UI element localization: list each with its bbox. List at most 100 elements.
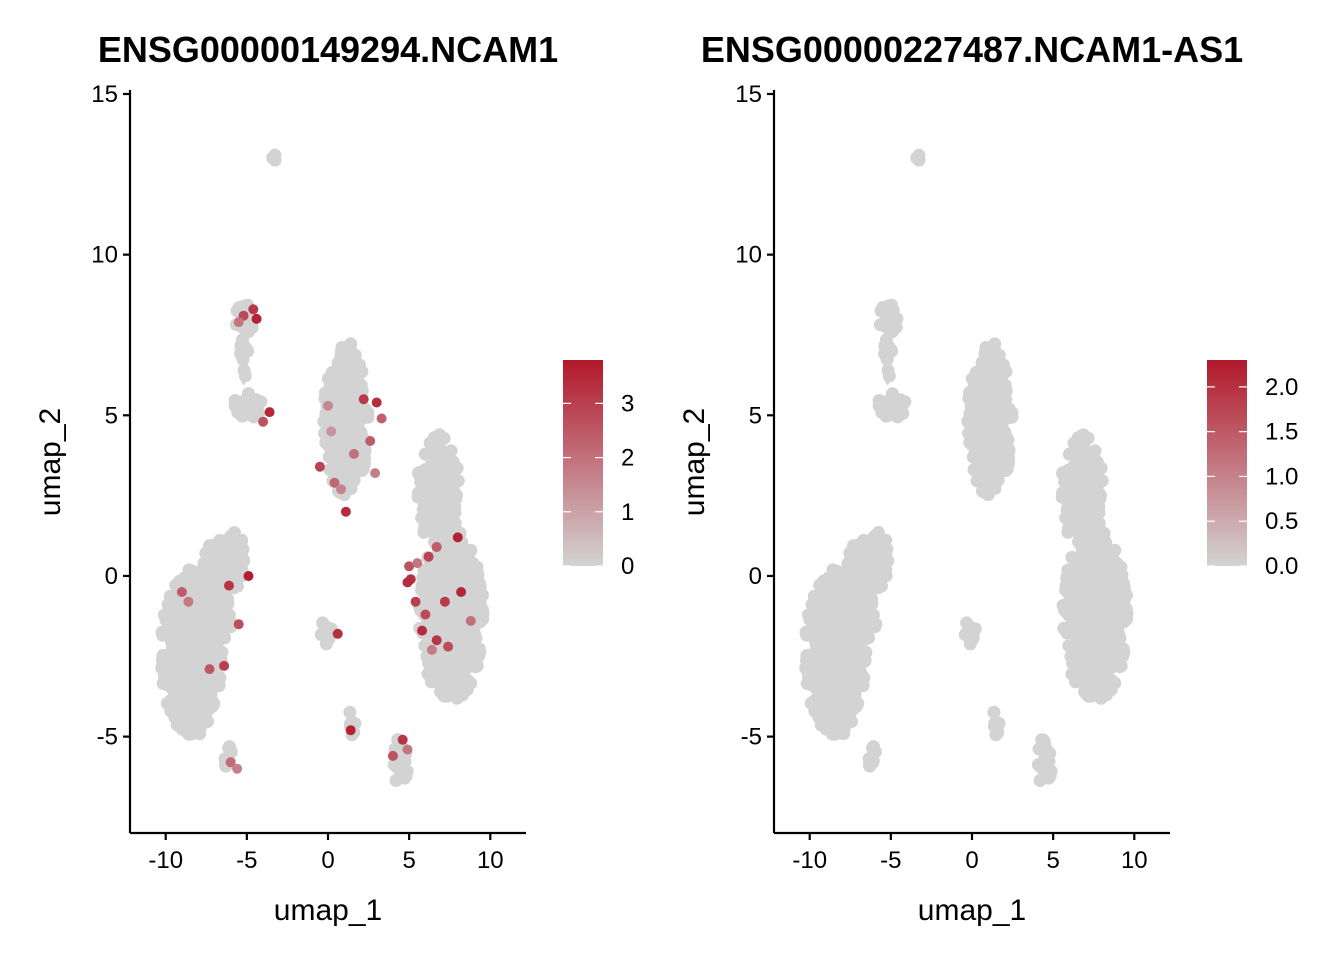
- expressing-point: [314, 461, 325, 472]
- y-axis-label: umap_2: [678, 408, 711, 516]
- cell-point: [1061, 563, 1075, 577]
- y-tick-label: 15: [91, 81, 118, 108]
- expressing-point: [412, 558, 423, 569]
- expressing-point: [204, 664, 215, 675]
- cell-point: [212, 678, 226, 692]
- cell-point: [431, 432, 445, 446]
- expressing-point: [431, 635, 442, 646]
- colorbar: 0.0 0.5 1.0 1.5 2.0: [1207, 360, 1298, 580]
- x-tick-label: -10: [792, 847, 827, 874]
- expressing-point: [258, 416, 269, 427]
- cluster-core: [971, 361, 1009, 483]
- x-tick-label: 5: [402, 847, 415, 874]
- cluster-core: [1068, 543, 1122, 686]
- expressing-point: [426, 644, 437, 655]
- cluster-core: [986, 341, 1000, 368]
- x-tick-label: -10: [148, 847, 183, 874]
- expressing-point: [251, 313, 262, 324]
- expressing-point: [365, 436, 376, 446]
- cell-point: [976, 484, 989, 498]
- expressing-point: [376, 413, 387, 424]
- cluster-core: [1065, 444, 1100, 540]
- expressing-point: [431, 542, 442, 552]
- expressing-point: [340, 506, 351, 517]
- cluster-core: [327, 361, 365, 483]
- cell-point: [1120, 607, 1134, 620]
- cluster-core: [881, 305, 898, 333]
- y-tick-label: 10: [91, 242, 118, 269]
- x-tick-label: 10: [477, 847, 504, 874]
- x-tick-label: -5: [880, 847, 901, 874]
- cell-point: [856, 678, 870, 692]
- axes: -10 -5 0 5 10 -5 0 5 10 15: [735, 81, 1170, 874]
- expressing-point: [465, 615, 476, 626]
- x-tick-label: 0: [321, 847, 334, 874]
- colorbar-tick-label: 1: [621, 499, 634, 526]
- colorbar-tick-label: 1.0: [1265, 463, 1298, 490]
- cluster-core: [424, 543, 478, 686]
- colorbar-gradient: [1207, 360, 1247, 566]
- scatter-points: [799, 148, 1134, 787]
- x-tick-label: 5: [1046, 847, 1059, 874]
- cluster-core: [421, 444, 456, 540]
- cell-point: [812, 710, 826, 724]
- axes: -10 -5 0 5 10 -5 0 5 10 15: [91, 81, 526, 874]
- colorbar-gradient: [563, 360, 603, 566]
- expressing-point: [233, 619, 244, 630]
- panel-ncam1-as1: ENSG00000227487.NCAM1-AS1 -10 -5 0 5 10 -5 0 5 1…: [678, 29, 1298, 927]
- cluster-core: [962, 623, 975, 645]
- y-tick-label: 5: [749, 402, 762, 429]
- y-tick-label: 0: [749, 563, 762, 590]
- cluster-core: [878, 393, 903, 418]
- expressing-point: [176, 587, 187, 597]
- expressing-point: [371, 397, 382, 408]
- expressing-point: [232, 763, 243, 774]
- cell-point: [472, 642, 486, 656]
- expressing-point: [183, 596, 194, 607]
- cell-point: [412, 466, 426, 480]
- expressing-point: [329, 477, 340, 488]
- cluster-core: [318, 623, 331, 645]
- expressing-point: [397, 734, 408, 745]
- colorbar-tick-label: 3: [621, 390, 634, 417]
- cell-point: [867, 740, 880, 754]
- x-axis-label: umap_1: [918, 894, 1026, 927]
- expressing-point: [417, 625, 428, 636]
- y-tick-label: 0: [105, 563, 118, 590]
- cluster-core: [272, 154, 277, 163]
- expressing-point: [243, 571, 254, 581]
- x-tick-label: 0: [965, 847, 978, 874]
- panel-title: ENSG00000149294.NCAM1: [98, 29, 558, 70]
- y-tick-label: 15: [735, 81, 762, 108]
- cell-point: [1000, 462, 1014, 476]
- cluster-core: [872, 536, 887, 584]
- expressing-point: [323, 400, 333, 411]
- y-axis-label: umap_2: [34, 408, 67, 516]
- expressing-point: [439, 596, 450, 607]
- cell-point: [843, 546, 857, 560]
- cell-point: [356, 462, 370, 476]
- cluster-core: [234, 393, 259, 418]
- cluster-core: [203, 547, 233, 643]
- cell-point: [155, 625, 169, 639]
- colorbar-tick-label: 0: [621, 553, 634, 580]
- expressing-point: [423, 551, 434, 562]
- expressing-point: [452, 532, 463, 543]
- expressing-point: [248, 304, 259, 315]
- expressing-point: [345, 725, 356, 736]
- expressing-point: [349, 448, 359, 459]
- colorbar-tick-label: 0.5: [1265, 508, 1298, 535]
- expressing-point: [410, 596, 421, 607]
- y-tick-label: -5: [741, 724, 762, 751]
- cell-point: [1056, 466, 1070, 480]
- cell-point: [361, 406, 375, 420]
- cell-point: [837, 727, 851, 741]
- cell-point: [223, 740, 236, 754]
- cluster-core: [239, 342, 248, 385]
- cell-point: [1104, 683, 1118, 697]
- cell-point: [1059, 623, 1072, 637]
- x-tick-label: -5: [236, 847, 257, 874]
- cluster-core: [847, 547, 877, 643]
- y-tick-label: -5: [97, 724, 118, 751]
- cell-point: [799, 625, 813, 639]
